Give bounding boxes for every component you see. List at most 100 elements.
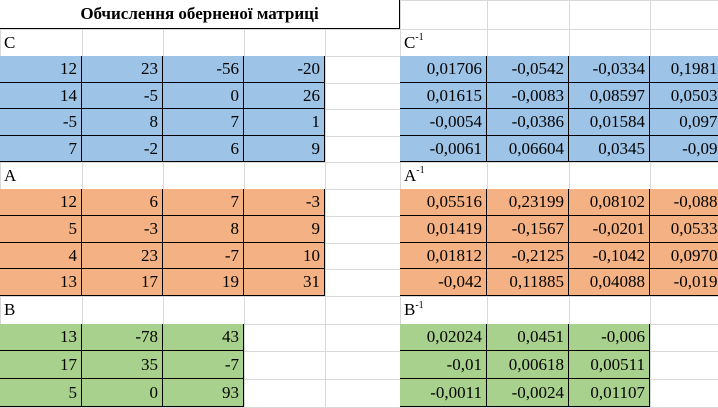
inverse-a-cell[interactable]: 0,01419	[400, 216, 487, 243]
matrix-c-cell[interactable]: -5	[0, 109, 82, 136]
inverse-b-cell[interactable]: -0,01	[400, 351, 487, 379]
matrix-a-cell[interactable]: 8	[163, 216, 244, 243]
matrix-c-cell[interactable]: 23	[82, 56, 163, 83]
inverse-c-cell[interactable]: -0,0061	[400, 136, 487, 162]
matrix-a-cell[interactable]: 19	[163, 269, 244, 296]
matrix-a-cell[interactable]: 13	[0, 269, 82, 296]
matrix-a-cell[interactable]: -3	[82, 216, 163, 243]
inverse-b-cell[interactable]: -0,0024	[487, 379, 569, 407]
inverse-c-cell[interactable]: -0,0542	[487, 56, 569, 83]
inverse-c-cell[interactable]: -0,0386	[487, 109, 569, 136]
matrix-a-cell[interactable]: 7	[163, 189, 244, 216]
matrix-a-cell[interactable]: -3	[244, 189, 325, 216]
matrix-b-cell[interactable]: 5	[0, 379, 82, 407]
inverse-b-cell[interactable]: 0,0451	[487, 324, 569, 351]
inverse-a-cell[interactable]: 0,04088	[569, 269, 650, 296]
inverse-a-cell[interactable]: -0,042	[400, 269, 487, 296]
inverse-c-cell[interactable]: 0,01706	[400, 56, 487, 83]
matrix-a-cell[interactable]: 23	[82, 243, 163, 269]
title-cell[interactable]: Обчислення оберненої матриці	[0, 0, 400, 29]
inverse-b-cell[interactable]: 0,02024	[400, 324, 487, 351]
inverse-c-cell[interactable]: 0,01615	[400, 83, 487, 109]
inverse-b-cell[interactable]: 0,00618	[487, 351, 569, 379]
matrix-c-cell[interactable]: 6	[163, 136, 244, 162]
inverse-c-cell[interactable]: -0,0054	[400, 109, 487, 136]
matrix-c-cell[interactable]: -2	[82, 136, 163, 162]
inverse-c-cell[interactable]: 0,06604	[487, 136, 569, 162]
matrix-c-cell[interactable]: -56	[163, 56, 244, 83]
inverse-a-cell[interactable]: 0,08102	[569, 189, 650, 216]
matrix-b-cell[interactable]: 43	[163, 324, 244, 351]
inverse-a-cell[interactable]: -0,1042	[569, 243, 650, 269]
inverse-a-cell[interactable]: -0,0881	[650, 189, 718, 216]
inverse-b-cell[interactable]: 0,01107	[569, 379, 650, 407]
inverse-label-text: A	[404, 165, 417, 185]
matrix-b-cell[interactable]: -78	[82, 324, 163, 351]
matrix-a-cell[interactable]: 12	[0, 189, 82, 216]
inverse-c-cell[interactable]: 0,01584	[569, 109, 650, 136]
inverse-a-cell[interactable]: 0,23199	[487, 189, 569, 216]
matrix-a-cell[interactable]: 6	[82, 189, 163, 216]
gridline-horizontal	[0, 296, 718, 297]
matrix-c-cell[interactable]: 12	[0, 56, 82, 83]
inverse-a-cell[interactable]: -0,0195	[650, 269, 718, 296]
inverse-a-cell[interactable]: -0,2125	[487, 243, 569, 269]
inverse-c-cell[interactable]: -0,0083	[487, 83, 569, 109]
matrix-c-cell[interactable]: 26	[244, 83, 325, 109]
gridline-horizontal	[0, 29, 718, 30]
matrix-label-a[interactable]: A	[0, 162, 82, 189]
matrix-label-text: B	[4, 300, 16, 319]
matrix-c-cell[interactable]: -5	[82, 83, 163, 109]
matrix-a-cell[interactable]: 31	[244, 269, 325, 296]
inverse-a-cell[interactable]: 0,05334	[650, 216, 718, 243]
matrix-label-c[interactable]: C	[0, 29, 82, 56]
gridline-horizontal	[0, 136, 718, 137]
matrix-c-cell[interactable]: 8	[82, 109, 163, 136]
inverse-label-c[interactable]: C -1	[400, 29, 487, 56]
inverse-b-cell[interactable]: -0,006	[569, 324, 650, 351]
matrix-b-cell[interactable]: -7	[163, 351, 244, 379]
matrix-b-cell[interactable]: 17	[0, 351, 82, 379]
matrix-a-cell[interactable]: 9	[244, 216, 325, 243]
matrix-a-cell[interactable]: 4	[0, 243, 82, 269]
gridline-horizontal	[0, 189, 718, 190]
inverse-c-cell[interactable]: 0,0345	[569, 136, 650, 162]
inverse-a-cell[interactable]: -0,1567	[487, 216, 569, 243]
inverse-label-superscript: -1	[416, 165, 425, 176]
matrix-b-cell[interactable]: 35	[82, 351, 163, 379]
gridline-horizontal	[0, 379, 718, 380]
inverse-b-cell[interactable]: 0,00511	[569, 351, 650, 379]
matrix-c-cell[interactable]: -20	[244, 56, 325, 83]
matrix-c-cell[interactable]: 9	[244, 136, 325, 162]
matrix-b-cell[interactable]: 13	[0, 324, 82, 351]
matrix-a-cell[interactable]: 17	[82, 269, 163, 296]
inverse-c-cell[interactable]: -0,097	[650, 136, 718, 162]
inverse-a-cell[interactable]: 0,09704	[650, 243, 718, 269]
inverse-a-cell[interactable]: -0,0201	[569, 216, 650, 243]
inverse-a-cell[interactable]: 0,11885	[487, 269, 569, 296]
matrix-label-b[interactable]: B	[0, 296, 82, 324]
matrix-c-cell[interactable]: 14	[0, 83, 82, 109]
matrix-a-cell[interactable]: -7	[163, 243, 244, 269]
inverse-c-cell[interactable]: 0,19814	[650, 56, 718, 83]
inverse-c-cell[interactable]: 0,0978	[650, 109, 718, 136]
inverse-c-cell[interactable]: 0,08597	[569, 83, 650, 109]
matrix-label-text: C	[4, 32, 16, 52]
matrix-a-cell[interactable]: 5	[0, 216, 82, 243]
gridline-horizontal	[0, 243, 718, 244]
inverse-a-cell[interactable]: 0,05516	[400, 189, 487, 216]
matrix-c-cell[interactable]: 0	[163, 83, 244, 109]
inverse-label-b[interactable]: B -1	[400, 296, 487, 324]
inverse-c-cell[interactable]: -0,0334	[569, 56, 650, 83]
inverse-a-cell[interactable]: 0,01812	[400, 243, 487, 269]
gridline-horizontal	[0, 56, 718, 57]
inverse-b-cell[interactable]: -0,0011	[400, 379, 487, 407]
matrix-c-cell[interactable]: 1	[244, 109, 325, 136]
matrix-c-cell[interactable]: 7	[0, 136, 82, 162]
matrix-b-cell[interactable]: 93	[163, 379, 244, 407]
inverse-label-a[interactable]: A -1	[400, 162, 487, 189]
matrix-c-cell[interactable]: 7	[163, 109, 244, 136]
matrix-b-cell[interactable]: 0	[82, 379, 163, 407]
inverse-c-cell[interactable]: 0,05039	[650, 83, 718, 109]
matrix-a-cell[interactable]: 10	[244, 243, 325, 269]
